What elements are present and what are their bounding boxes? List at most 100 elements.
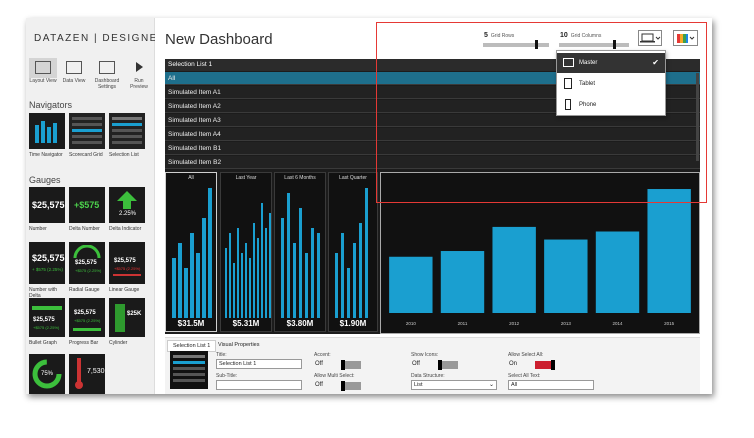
allow-multi-select-toggle[interactable] bbox=[341, 381, 361, 391]
device-dropdown: Master ✔ Tablet Phone bbox=[556, 50, 666, 116]
subtitle-label: Sub-Title: bbox=[216, 373, 238, 379]
column-chart[interactable]: 2010 2011 2012 2013 2014 2015 bbox=[380, 172, 700, 334]
device-option-phone[interactable]: Phone bbox=[557, 95, 665, 115]
tab-visual-properties[interactable]: Visual Properties bbox=[218, 342, 260, 348]
allow-select-all-toggle[interactable] bbox=[535, 360, 555, 370]
accent-label: Accent: bbox=[314, 352, 331, 358]
chart-bar[interactable] bbox=[389, 256, 433, 313]
linear-gauge-tile[interactable]: $25,575 +$575 (2.25%) bbox=[109, 242, 145, 284]
x-tick-label: 2012 bbox=[509, 321, 520, 326]
thermometer-tile[interactable]: 7,530 bbox=[69, 354, 105, 394]
bullet-graph-bar bbox=[32, 306, 62, 310]
pie-gauge-tile[interactable]: 75% bbox=[29, 354, 65, 394]
delta-indicator-tile[interactable]: 2.25% bbox=[109, 187, 145, 223]
linear-gauge-bar bbox=[113, 274, 141, 276]
time-period-last-6-months[interactable]: Last 6 Months $3.80M bbox=[274, 172, 326, 332]
number-gauge-label: Number bbox=[29, 226, 47, 232]
device-option-tablet[interactable]: Tablet bbox=[557, 74, 665, 94]
chart-bar[interactable] bbox=[647, 189, 691, 313]
number-gauge-tile[interactable]: $25,575 bbox=[29, 187, 65, 223]
device-option-label: Tablet bbox=[579, 81, 596, 87]
time-period-last-quarter[interactable]: Last Quarter $1.90M bbox=[328, 172, 378, 332]
list-scrollbar[interactable] bbox=[696, 73, 699, 161]
radial-gauge-label: Radial Gauge bbox=[69, 287, 100, 293]
title-label: Title: bbox=[216, 352, 227, 358]
chart-bar[interactable] bbox=[595, 231, 640, 313]
data-view-button[interactable]: Data View bbox=[60, 58, 88, 84]
radial-gauge-tile[interactable]: $25,575 +$575 (2.25%) bbox=[69, 242, 105, 284]
show-icons-label: Show Icons: bbox=[411, 352, 439, 358]
list-item[interactable]: Simulated Item A4 bbox=[165, 128, 700, 141]
subtitle-input[interactable] bbox=[216, 380, 302, 390]
play-icon bbox=[131, 61, 147, 74]
data-structure-select[interactable]: List ⌄ bbox=[411, 380, 497, 390]
cylinder-tile[interactable]: $25K bbox=[109, 298, 145, 337]
run-preview-button[interactable]: Run Preview bbox=[125, 58, 153, 90]
progress-bar-sub: +$575 (2.25%) bbox=[74, 318, 101, 323]
allow-select-all-state: On bbox=[509, 361, 518, 367]
time-period-label: Last Year bbox=[235, 175, 257, 181]
left-panel: DATAZEN | DESIGNER Layout View Data View… bbox=[26, 18, 165, 394]
data-icon bbox=[66, 61, 82, 74]
sparkbars-icon bbox=[281, 193, 320, 318]
sparkbars-icon bbox=[172, 188, 212, 318]
settings-icon bbox=[99, 61, 115, 74]
bullet-graph-value: $25,575 bbox=[33, 317, 55, 323]
selection-list-thumb-icon bbox=[112, 117, 142, 144]
time-period-label: All bbox=[188, 175, 194, 181]
grid-columns-thumb[interactable] bbox=[613, 40, 616, 49]
ring-gauge-value: 75% bbox=[41, 371, 54, 377]
cylinder-value: $25K bbox=[127, 311, 142, 317]
number-gauge-value: $25,575 bbox=[32, 200, 65, 210]
select-all-text-input[interactable]: All bbox=[508, 380, 594, 390]
layout-view-button[interactable]: Layout View bbox=[29, 58, 57, 84]
grid-rows-control: 5 Grid Rows bbox=[484, 32, 514, 39]
x-tick-label: 2013 bbox=[561, 321, 572, 326]
title-input[interactable]: Selection List 1 bbox=[216, 359, 302, 369]
column-chart-svg: 2010 2011 2012 2013 2014 2015 bbox=[389, 189, 691, 326]
time-period-all[interactable]: All $31.5M bbox=[165, 172, 217, 332]
list-item[interactable]: Simulated Item A3 bbox=[165, 114, 700, 127]
delta-number-tile[interactable]: +$575 bbox=[69, 187, 105, 223]
delta-indicator-value: 2.25% bbox=[119, 211, 137, 217]
color-palette-button[interactable] bbox=[673, 30, 698, 46]
grid-rows-thumb[interactable] bbox=[535, 40, 538, 49]
dashboard-settings-button[interactable]: Dashboard Settings bbox=[91, 58, 123, 90]
chart-bar[interactable] bbox=[440, 251, 485, 313]
bullet-graph-tile[interactable]: $25,575 +$575 (2.25%) bbox=[29, 298, 65, 337]
allow-multi-select-label: Allow Multi Select: bbox=[314, 373, 355, 379]
thermometer-icon bbox=[75, 358, 83, 389]
page-title: New Dashboard bbox=[165, 31, 273, 48]
show-icons-toggle[interactable] bbox=[438, 360, 458, 370]
time-navigator-tile[interactable] bbox=[29, 113, 65, 149]
chart-bar[interactable] bbox=[544, 239, 588, 313]
device-selector-button[interactable] bbox=[638, 30, 662, 46]
progress-bar-fill bbox=[73, 328, 101, 331]
time-period-value: $1.90M bbox=[339, 319, 367, 328]
dashboard-canvas: Selection List 1 All Simulated Item A1 S… bbox=[165, 59, 700, 334]
delta-indicator-label: Delta Indicator bbox=[109, 226, 142, 232]
brand-sub: DESIGNER bbox=[102, 33, 167, 44]
grid-rows-slider[interactable] bbox=[483, 40, 549, 49]
list-item[interactable]: Simulated Item B1 bbox=[165, 142, 700, 155]
scorecard-grid-tile[interactable] bbox=[69, 113, 105, 149]
palette-icon bbox=[677, 34, 695, 43]
ring-gauge-icon bbox=[32, 359, 62, 389]
accent-toggle[interactable] bbox=[341, 360, 361, 370]
progress-bar-tile[interactable]: $25,575 +$575 (2.25%) bbox=[69, 298, 105, 337]
delta-number-label: Delta Number bbox=[69, 226, 100, 232]
linear-gauge-value: $25,575 bbox=[114, 258, 136, 264]
time-period-last-year[interactable]: Last Year $5.31M bbox=[220, 172, 272, 332]
device-option-master[interactable]: Master ✔ bbox=[557, 53, 665, 73]
data-structure-label: Data Structure: bbox=[411, 373, 445, 379]
layout-view-label: Layout View bbox=[29, 78, 57, 84]
number-with-delta-tile[interactable]: $25,575 + $575 (2.25%) bbox=[29, 242, 65, 284]
grid-rows-value: 5 bbox=[484, 32, 488, 39]
selection-list-tile[interactable] bbox=[109, 113, 145, 149]
grid-columns-slider[interactable] bbox=[559, 40, 629, 49]
brand-logo: DATAZEN | DESIGNER bbox=[34, 33, 167, 44]
designer-main: New Dashboard 5 Grid Rows 10 Grid Columns … bbox=[155, 18, 712, 394]
list-item[interactable]: Simulated Item B2 bbox=[165, 156, 700, 169]
time-period-label: Last 6 Months bbox=[284, 175, 316, 181]
chart-bar[interactable] bbox=[492, 226, 536, 313]
